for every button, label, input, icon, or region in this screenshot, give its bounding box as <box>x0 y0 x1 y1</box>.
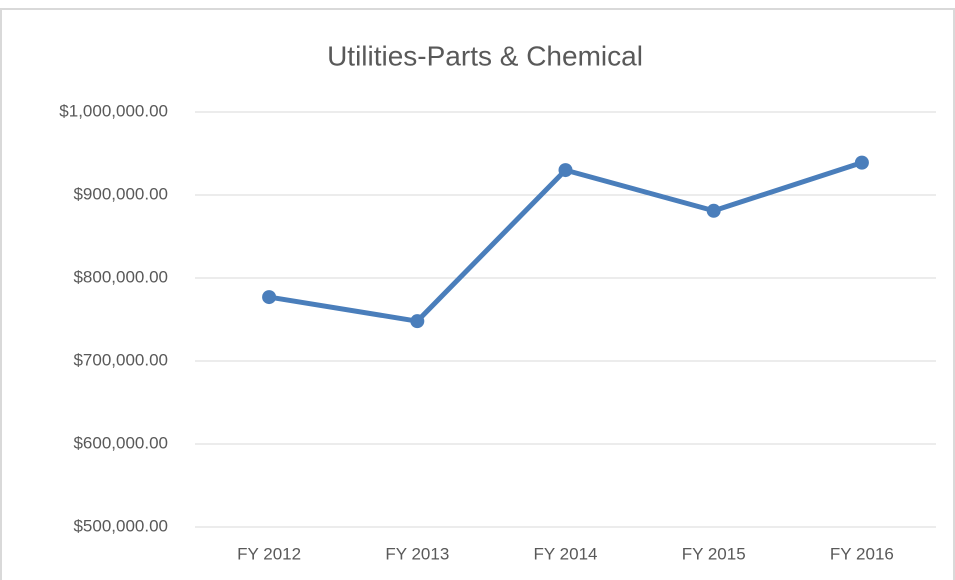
point <box>410 314 425 329</box>
point <box>706 203 721 218</box>
x-tick-label: FY 2013 <box>385 544 449 563</box>
y-tick-label: $900,000.00 <box>73 184 168 203</box>
x-tick-label: FY 2012 <box>237 544 301 563</box>
x-tick-label: FY 2016 <box>830 544 894 563</box>
point <box>558 163 573 178</box>
y-tick-label: $1,000,000.00 <box>59 101 168 120</box>
chart-title: Utilities-Parts & Chemical <box>327 40 643 71</box>
chart-frame <box>0 8 955 580</box>
y-tick-label: $700,000.00 <box>73 350 168 369</box>
point <box>262 290 277 305</box>
point <box>854 155 869 170</box>
y-tick-label: $500,000.00 <box>73 516 168 535</box>
y-tick-label: $600,000.00 <box>73 433 168 452</box>
x-tick-label: FY 2014 <box>534 544 598 563</box>
y-tick-label: $800,000.00 <box>73 267 168 286</box>
x-tick-label: FY 2015 <box>682 544 746 563</box>
